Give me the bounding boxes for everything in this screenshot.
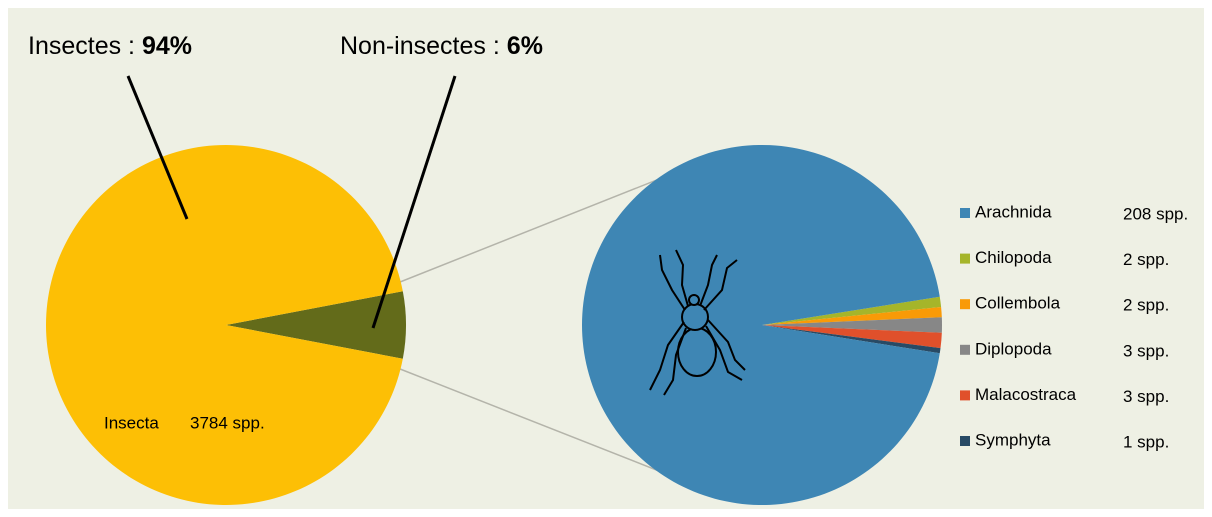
legend-swatch	[960, 436, 970, 446]
legend-label: Chilopoda	[975, 248, 1052, 267]
legend-label: Symphyta	[975, 430, 1051, 449]
legend-label: Malacostraca	[975, 385, 1077, 404]
connector	[394, 366, 703, 489]
callout-label: Insectes :	[28, 32, 135, 60]
legend-swatch	[960, 253, 970, 264]
legend-value: 1 spp.	[1123, 432, 1169, 451]
legend-label: Diplopoda	[975, 339, 1052, 358]
legend-swatch	[960, 208, 970, 218]
spider-icon	[649, 249, 746, 396]
leader-line	[371, 75, 457, 329]
callout: Non-insectes :6%	[340, 32, 543, 60]
callout-value: 6%	[507, 32, 543, 60]
pie-slice	[46, 145, 403, 506]
connector	[394, 161, 703, 285]
slice-label: 3784 spp.	[190, 413, 265, 432]
pie-slice	[582, 145, 940, 506]
callout-value: 94%	[142, 32, 192, 60]
legend-value: 2 spp.	[1123, 296, 1169, 315]
legend-swatch	[960, 344, 970, 355]
legend-swatch	[960, 390, 970, 401]
legend-value: 2 spp.	[1123, 250, 1169, 269]
pies	[46, 145, 942, 506]
slice-label: Insecta	[104, 413, 159, 432]
pie-slice	[762, 317, 942, 333]
pie-slice	[226, 291, 406, 359]
pie-slice	[762, 306, 942, 325]
legend-value: 3 spp.	[1123, 341, 1169, 360]
legend-value: 208 spp.	[1123, 204, 1188, 223]
legend-label: Arachnida	[975, 202, 1052, 221]
legend-value: 3 spp.	[1123, 387, 1169, 406]
pie-slice	[762, 296, 942, 325]
pie-slice	[762, 325, 942, 349]
callout-label: Non-insectes :	[340, 32, 500, 60]
legend-swatch	[960, 299, 970, 310]
leader-line	[126, 75, 189, 220]
pie-slice	[762, 325, 941, 354]
legend: Arachnida 208 spp. Chilopoda 2 spp. Collembo…	[960, 202, 1188, 451]
legend-label: Collembola	[975, 294, 1061, 313]
callout: Insectes :94%	[28, 32, 192, 60]
